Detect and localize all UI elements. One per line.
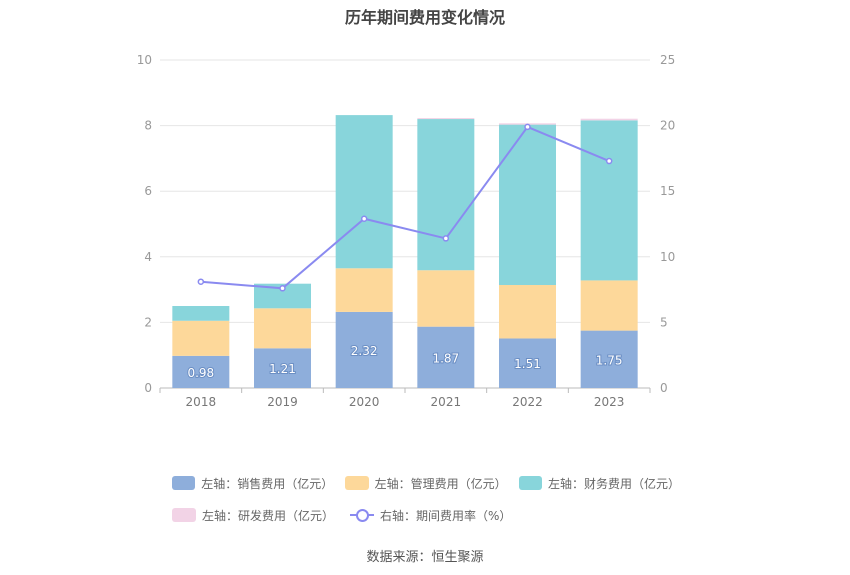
data-label: 1.75 xyxy=(596,353,623,367)
data-source-note: 数据来源：恒生聚源 xyxy=(366,550,484,565)
rate-point xyxy=(605,157,613,165)
left-axis-tick-label: 2 xyxy=(144,315,152,329)
x-axis-tick-label: 2019 xyxy=(267,395,298,409)
bar-segment xyxy=(417,326,475,388)
data-label: 1.87 xyxy=(432,351,459,365)
legend-row: 左轴：销售费用（亿元） 左轴：管理费用（亿元） 左轴：财务费用（亿元） xyxy=(172,472,692,494)
bar-segment xyxy=(254,348,311,388)
chart-canvas: 0 2 4 6 8 10 0 5 10 15 20 25 2018 2019 2020 2021 2022 202… xyxy=(137,53,676,409)
bar-segment xyxy=(335,115,393,269)
legend-label: 左轴：管理费用（亿元） xyxy=(374,476,507,491)
x-axis-tick-label: 2021 xyxy=(431,395,462,409)
left-axis-tick-label: 4 xyxy=(144,250,152,264)
data-label: 0.98 xyxy=(187,366,214,380)
rate-point xyxy=(524,123,531,131)
legend: 左轴：销售费用（亿元） 左轴：管理费用（亿元） 左轴：财务费用（亿元） 左轴：研发费用… xyxy=(172,472,692,536)
bar-segment xyxy=(580,330,638,388)
chart-title: 历年期间费用变化情况 xyxy=(344,8,505,27)
left-axis-tick-label: 0 xyxy=(144,381,152,395)
bar-segment xyxy=(417,119,475,271)
left-axis-tick-label: 6 xyxy=(144,184,152,198)
legend-item[interactable]: 左轴：财务费用（亿元） xyxy=(518,472,680,494)
legend-label: 左轴：研发费用（亿元） xyxy=(202,508,335,523)
bar-segment xyxy=(499,338,556,388)
bar-segment xyxy=(417,270,475,327)
legend-swatch xyxy=(345,476,369,490)
bar-segment xyxy=(580,118,638,121)
bar-segment xyxy=(499,285,556,339)
left-axis-tick-label: 8 xyxy=(144,119,152,133)
legend-swatch xyxy=(172,508,196,522)
x-axis-tick-label: 2020 xyxy=(349,395,380,409)
bar-segment xyxy=(172,355,230,388)
bar-segment xyxy=(580,280,638,331)
left-axis-tick-label: 10 xyxy=(137,53,152,67)
legend-item[interactable]: 左轴：销售费用（亿元） xyxy=(172,472,334,494)
right-axis-tick-label: 5 xyxy=(660,315,668,329)
bar-segment xyxy=(254,308,311,349)
right-axis-tick-label: 20 xyxy=(660,119,675,133)
rate-point xyxy=(442,235,450,242)
rate-point xyxy=(360,215,368,223)
bar-segment xyxy=(172,306,230,321)
legend-label: 左轴：销售费用（亿元） xyxy=(201,476,334,491)
bar-segment xyxy=(499,124,556,286)
x-axis-tick-label: 2022 xyxy=(512,395,543,409)
right-axis-tick-label: 0 xyxy=(660,381,668,395)
data-label: 1.21 xyxy=(269,362,296,376)
legend-label: 右轴：期间费用率（%） xyxy=(380,508,512,523)
legend-item[interactable]: 左轴：管理费用（亿元） xyxy=(345,472,507,494)
bar-segment xyxy=(417,118,475,120)
data-label: 1.51 xyxy=(514,357,541,371)
legend-item[interactable]: 右轴：期间费用率（%） xyxy=(350,504,511,526)
x-axis-tick-label: 2018 xyxy=(186,395,217,409)
data-label: 2.32 xyxy=(351,344,378,358)
x-axis-tick-label: 2023 xyxy=(594,395,625,409)
legend-item[interactable]: 左轴：研发费用（亿元） xyxy=(172,504,334,526)
bar-segment xyxy=(335,268,393,312)
right-axis-tick-label: 15 xyxy=(660,184,675,198)
legend-swatch xyxy=(172,476,196,490)
bar-segment xyxy=(580,120,638,281)
rate-line xyxy=(200,125,610,290)
legend-swatch xyxy=(350,508,375,522)
rate-point xyxy=(197,278,205,285)
right-axis-tick-label: 10 xyxy=(660,250,675,264)
right-axis-tick-label: 25 xyxy=(660,53,675,67)
legend-label: 左轴：财务费用（亿元） xyxy=(547,476,680,491)
bar-segment xyxy=(172,320,230,356)
legend-swatch xyxy=(518,476,542,490)
legend-row: 左轴：研发费用（亿元） 右轴：期间费用率（%） xyxy=(172,504,692,526)
rate-point xyxy=(279,285,286,292)
bar-segment xyxy=(335,311,393,388)
